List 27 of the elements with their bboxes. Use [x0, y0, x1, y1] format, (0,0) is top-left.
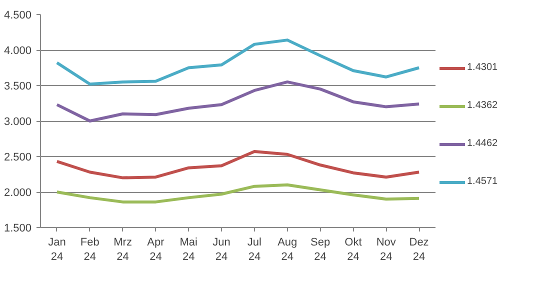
- x-tick-label: Apr 24: [147, 236, 165, 263]
- x-tick-label: Dez 24: [409, 236, 429, 263]
- x-tick-label: Jan 24: [48, 236, 66, 263]
- x-tick-label: Mai 24: [180, 236, 198, 263]
- line-series: [55, 38, 421, 86]
- legend-label: 1.4362: [467, 100, 498, 111]
- y-tick-label: 3.000: [4, 116, 32, 128]
- x-tick-label: Feb 24: [80, 236, 100, 263]
- y-tick-label: 3.500: [4, 80, 32, 92]
- x-tick-label: Sep 24: [310, 236, 330, 263]
- x-tick-label: Aug 24: [278, 236, 298, 263]
- y-tick-label: 2.500: [4, 152, 32, 164]
- y-tick-label: 2.000: [4, 187, 32, 199]
- x-tick-label: Jun 24: [212, 236, 230, 263]
- y-tick-label: 1.500: [4, 222, 32, 234]
- line-series: [55, 183, 421, 204]
- x-tick-label: Okt 24: [344, 236, 362, 263]
- y-tick-label: 4.500: [4, 10, 32, 22]
- x-tick-label: Jul 24: [247, 236, 262, 263]
- legend-label: 1.4571: [467, 176, 498, 187]
- y-tick-label: 4.000: [4, 45, 32, 57]
- x-tick-label: Mrz 24: [114, 236, 132, 263]
- line-series: [55, 80, 421, 122]
- line-series: [55, 150, 421, 180]
- x-tick-label: Nov 24: [376, 236, 396, 263]
- legend-label: 1.4301: [467, 62, 498, 73]
- legend-label: 1.4462: [467, 138, 498, 149]
